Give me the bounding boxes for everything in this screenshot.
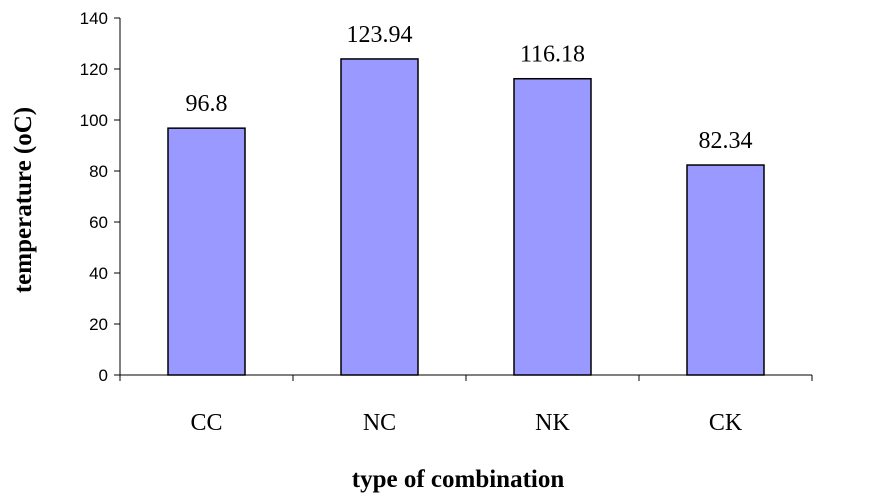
bar-ck [686, 164, 765, 376]
x-axis-title: type of combination [352, 466, 565, 493]
y-tick-label: 80 [89, 162, 108, 181]
x-axis-ticks: CC NC NK CK [119, 375, 813, 436]
data-label-ck: 82.34 [699, 128, 753, 154]
y-tick-label: 40 [89, 264, 108, 283]
bar-nk [513, 77, 592, 376]
data-label-cc: 96.8 [186, 91, 228, 117]
y-tick-label: 140 [80, 9, 108, 28]
x-category-label: CK [709, 410, 743, 436]
y-tick-label: 100 [80, 111, 108, 130]
bar-cc [167, 127, 246, 376]
y-tick-label: 20 [89, 315, 108, 334]
y-tick-label: 60 [89, 213, 108, 232]
y-axis-title: temperature (oC) [10, 107, 37, 293]
x-category-label: NK [535, 410, 570, 436]
data-label-nk: 116.18 [520, 42, 585, 68]
bars-group [167, 58, 765, 376]
bar-nc [340, 58, 419, 376]
y-tick-label: 120 [80, 60, 108, 79]
data-labels-group: 96.8 123.94 116.18 82.34 [186, 22, 753, 154]
x-category-label: CC [190, 410, 222, 436]
y-tick-label: 0 [99, 366, 108, 385]
data-label-nc: 123.94 [347, 22, 413, 48]
x-category-label: NC [363, 410, 396, 436]
y-axis-ticks: 0 20 40 60 80 100 120 140 [80, 9, 120, 385]
